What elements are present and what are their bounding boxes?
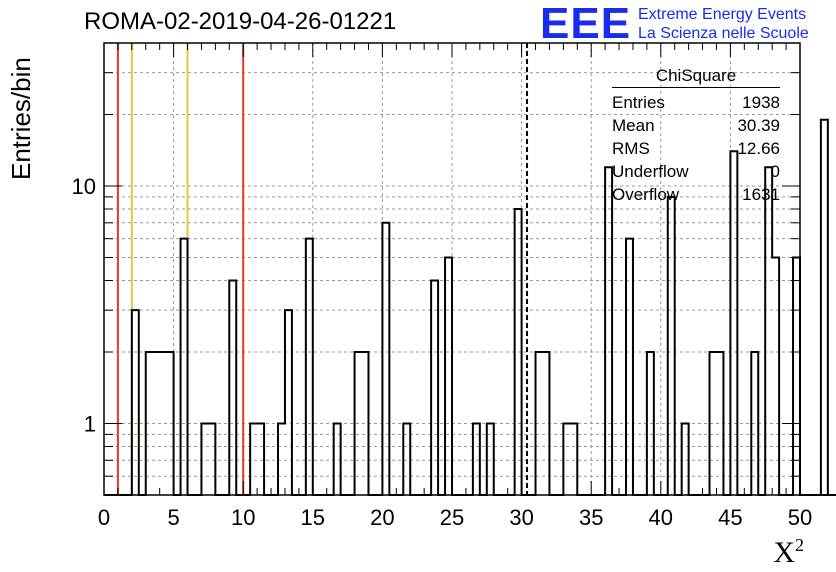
stats-row-rms: RMS 12.66 bbox=[612, 137, 780, 160]
y-axis-label: Entries/bin bbox=[6, 57, 36, 180]
x-tick-label: 30 bbox=[509, 505, 533, 530]
run-title: ROMA-02-2019-04-26-01221 bbox=[84, 8, 397, 35]
stats-box: ChiSquare Entries 1938 Mean 30.39 RMS 12… bbox=[612, 66, 780, 206]
y-tick-label: 10 bbox=[72, 174, 96, 199]
x-axis-label: X2 bbox=[773, 535, 804, 570]
x-tick-label: 25 bbox=[440, 505, 464, 530]
stats-value: 0 bbox=[770, 162, 780, 181]
x-tick-label: 15 bbox=[301, 505, 325, 530]
stats-label: Entries bbox=[612, 93, 665, 112]
x-tick-label: 0 bbox=[98, 505, 110, 530]
stats-row-entries: Entries 1938 bbox=[612, 91, 780, 114]
y-tick-label: 1 bbox=[84, 412, 96, 437]
stats-value: 1631 bbox=[742, 185, 780, 204]
stats-row-overflow: Overflow 1631 bbox=[612, 183, 780, 206]
stats-value: 1938 bbox=[742, 93, 780, 112]
x-tick-label: 10 bbox=[231, 505, 255, 530]
stats-label: Mean bbox=[612, 116, 655, 135]
stats-value: 30.39 bbox=[737, 116, 780, 135]
stats-row-mean: Mean 30.39 bbox=[612, 114, 780, 137]
y-tick-labels: 1 10 bbox=[72, 174, 96, 437]
x-tick-labels: 0 5 10 15 20 25 30 35 40 45 50 bbox=[98, 505, 812, 530]
x-tick-label: 40 bbox=[649, 505, 673, 530]
axis-ticks bbox=[103, 43, 801, 495]
stats-title: ChiSquare bbox=[612, 66, 780, 88]
logo-project-name: Extreme Energy Events bbox=[638, 6, 807, 23]
x-tick-label: 5 bbox=[167, 505, 179, 530]
x-tick-label: 20 bbox=[370, 505, 394, 530]
x-tick-label: 50 bbox=[788, 505, 812, 530]
stats-label: Underflow bbox=[612, 162, 689, 181]
x-axis-label-superscript: 2 bbox=[795, 535, 804, 555]
stats-label: RMS bbox=[612, 139, 650, 158]
x-tick-label: 35 bbox=[579, 505, 603, 530]
eee-logo-mark: EEE bbox=[540, 0, 632, 48]
logo-project-subtitle: La Scienza nelle Scuole bbox=[638, 25, 809, 42]
stats-row-underflow: Underflow 0 bbox=[612, 160, 780, 183]
stats-label: Overflow bbox=[612, 185, 680, 204]
eee-logo: EEE Extreme Energy Events La Scienza nel… bbox=[540, 2, 830, 46]
stats-value: 12.66 bbox=[737, 139, 780, 158]
x-tick-label: 45 bbox=[718, 505, 742, 530]
x-axis-label-base: X bbox=[773, 536, 795, 569]
